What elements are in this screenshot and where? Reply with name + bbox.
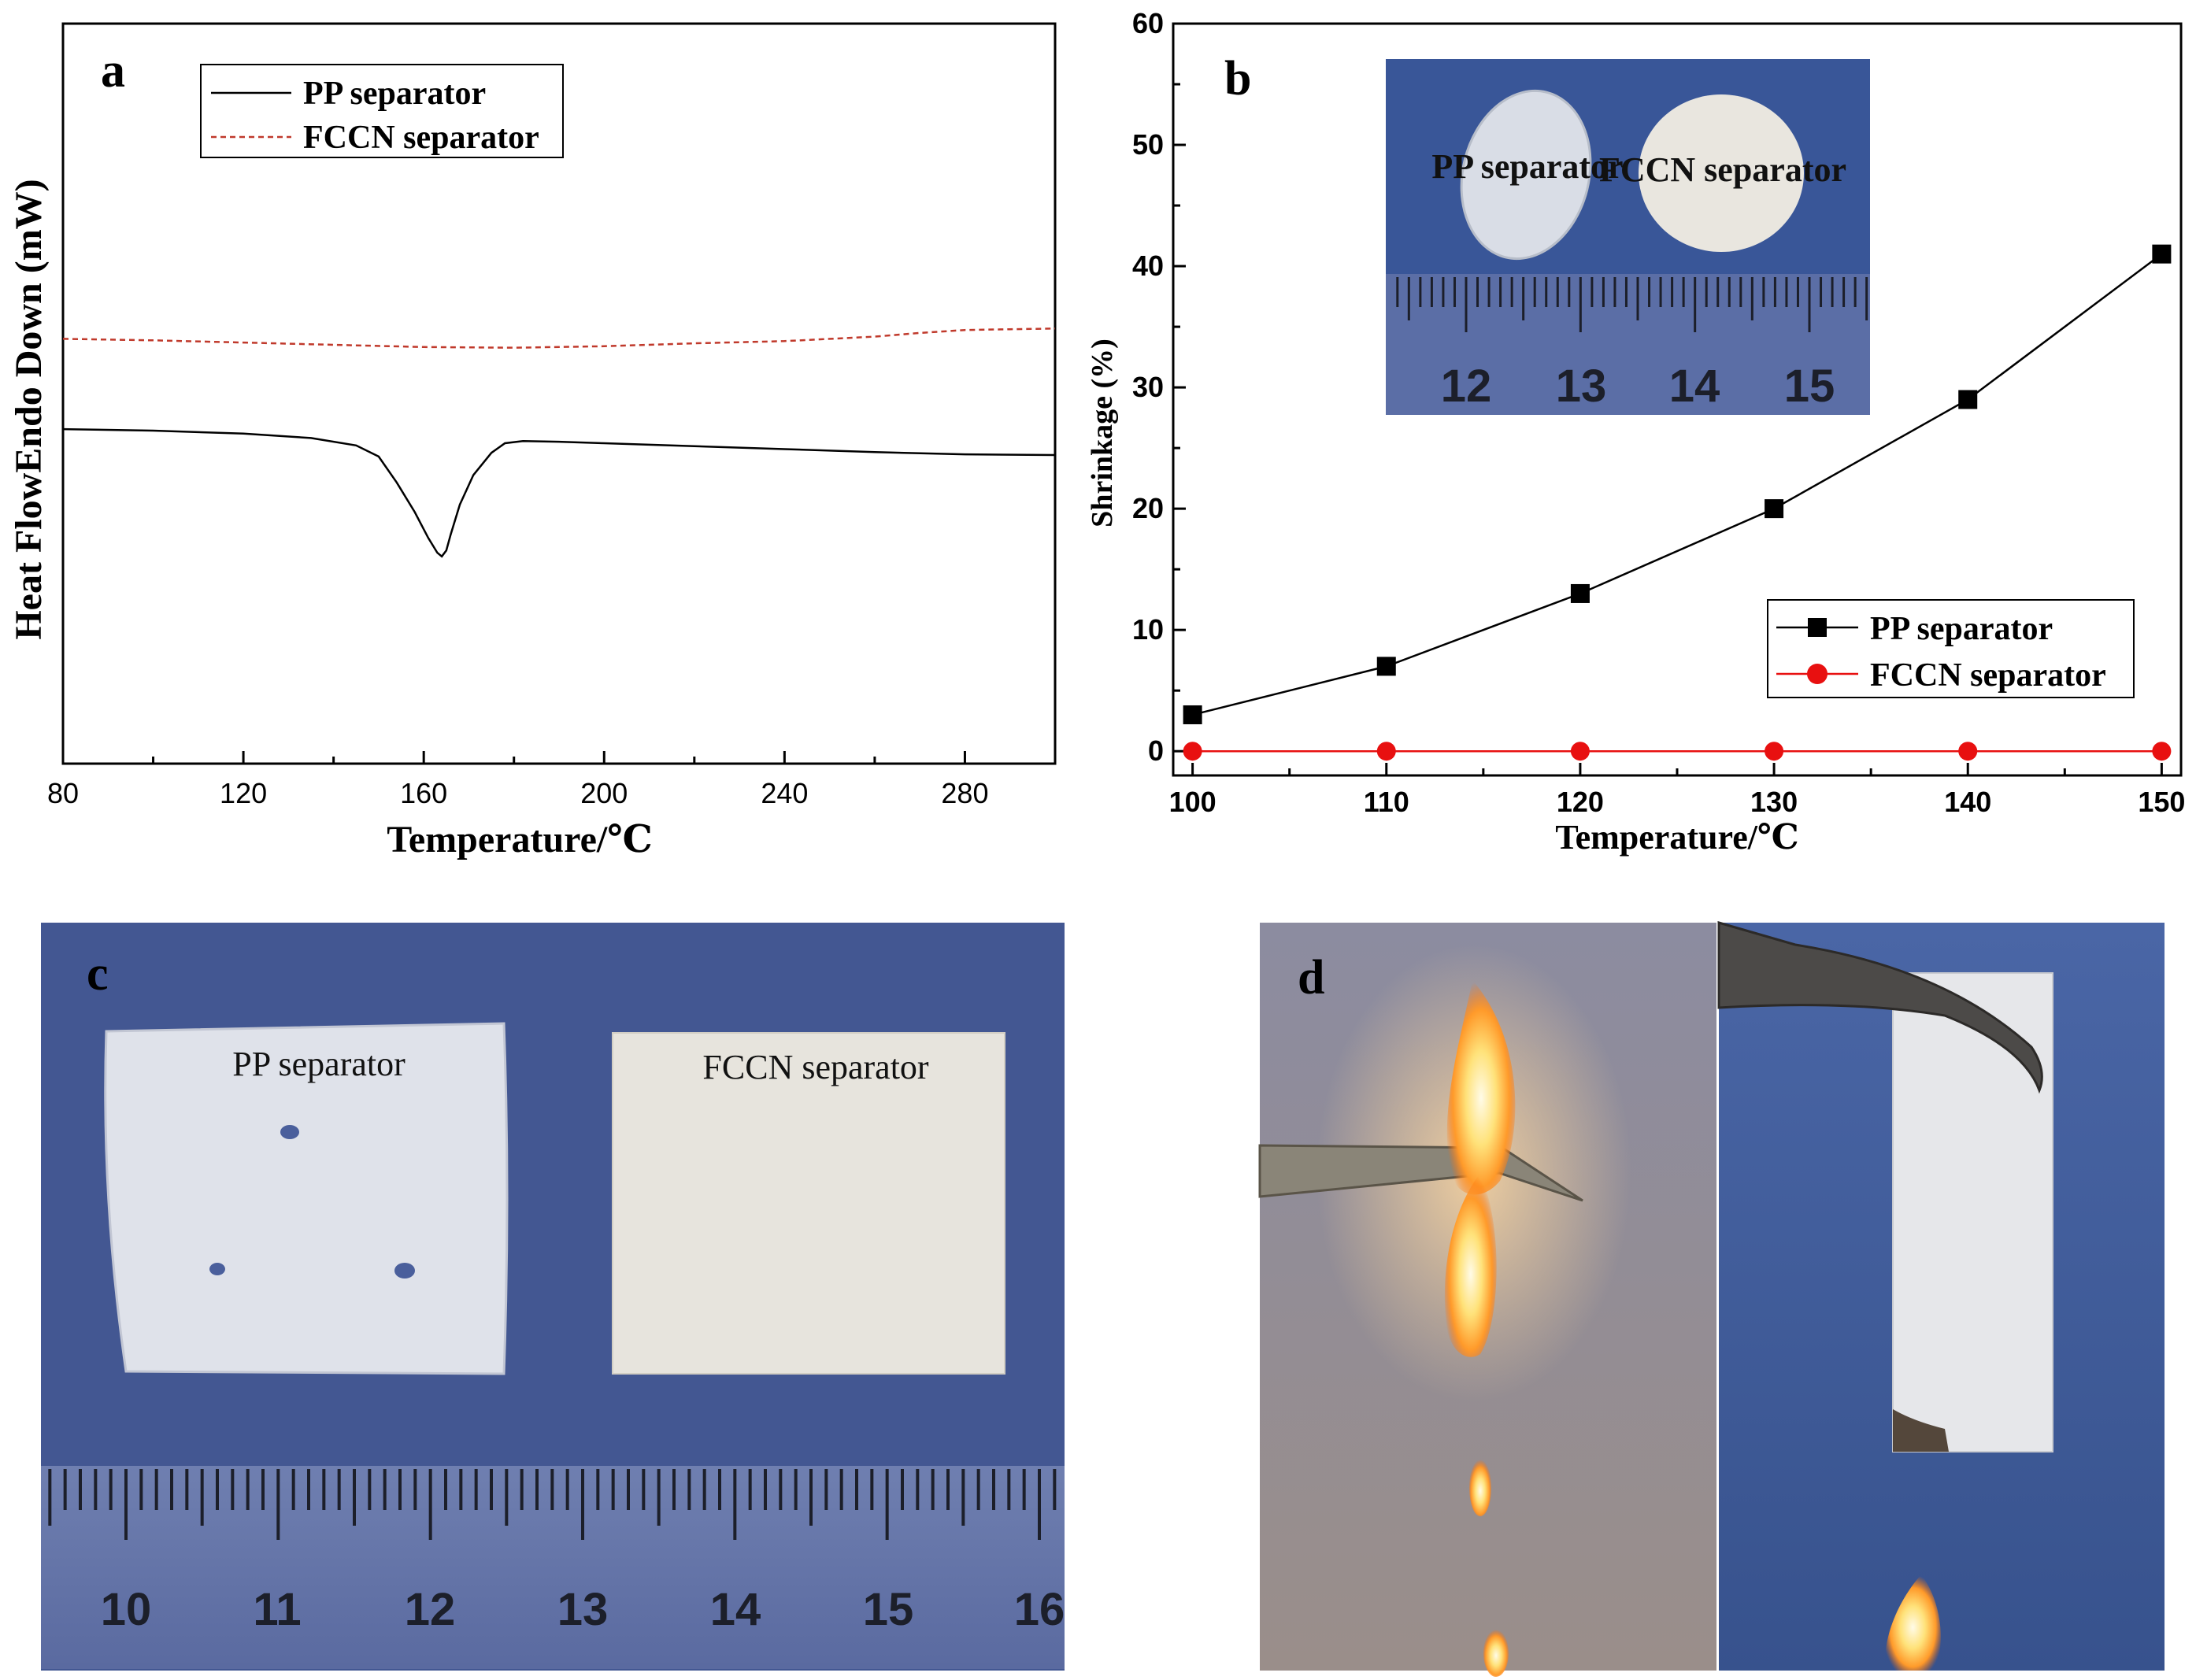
fccn-separator-sheet bbox=[612, 1032, 1005, 1375]
ruler-num-15: 15 bbox=[863, 1584, 914, 1635]
drip-flame-1 bbox=[1469, 1460, 1491, 1516]
drip-flame-2 bbox=[1483, 1630, 1509, 1677]
panel-b: b 100 110 120 130 140 150 0 10 20 30 40 50 60 Tempe… bbox=[1086, 7, 2185, 857]
data-point-pp-b bbox=[1765, 499, 1784, 519]
ruler-num-16: 16 bbox=[1014, 1584, 1065, 1635]
panel-letter-a: a bbox=[101, 44, 125, 98]
pp-separator-sheet bbox=[104, 1022, 509, 1375]
ruler-num-14: 14 bbox=[710, 1584, 761, 1635]
data-point-fccn-b bbox=[1376, 742, 1396, 761]
series-b bbox=[1183, 244, 2172, 761]
y-tick-label-b: 50 bbox=[1132, 128, 1164, 161]
panel-letter-d: d bbox=[1298, 951, 1324, 1005]
x-tick-label-b: 120 bbox=[1557, 786, 1604, 818]
ruler-num-10: 10 bbox=[101, 1584, 152, 1635]
legend-label-fccn-a: FCCN separator bbox=[303, 120, 539, 156]
legend-marker-fccn-b bbox=[1807, 664, 1828, 684]
x-axis-b: 100 110 120 130 140 150 bbox=[1169, 763, 2185, 818]
x-tick-label-a: 160 bbox=[400, 777, 447, 809]
series-line-pp-b bbox=[1192, 253, 2163, 716]
fccn-strip-scorch bbox=[1893, 1409, 1949, 1452]
x-axis-title-a: Temperature/℃ bbox=[387, 819, 652, 860]
inset-ruler-num-15: 15 bbox=[1784, 361, 1835, 412]
data-point-pp-b bbox=[2152, 244, 2172, 264]
data-point-pp-b bbox=[1958, 390, 1978, 409]
inset-ruler-num-14: 14 bbox=[1669, 361, 1720, 412]
legend-b: PP separator FCCN separator bbox=[1767, 599, 2135, 698]
y-tick-label-b: 60 bbox=[1132, 7, 1164, 39]
data-point-pp-b bbox=[1376, 657, 1396, 676]
x-tick-label-a: 200 bbox=[580, 777, 628, 809]
flame-left-upper bbox=[1446, 980, 1516, 1195]
flame-left-lower bbox=[1444, 1173, 1497, 1357]
legend-box-b bbox=[1767, 599, 2135, 698]
ruler-num-11: 11 bbox=[253, 1584, 301, 1635]
panel-a: a 80 120 160 200 240 280 Temperature/℃ Heat F… bbox=[8, 22, 1057, 860]
legend-label-pp-b: PP separator bbox=[1870, 611, 2053, 647]
legend-box-a bbox=[200, 64, 564, 158]
inset-pp-disc bbox=[1460, 89, 1592, 261]
data-point-fccn-b bbox=[1765, 742, 1784, 761]
panel-letter-b: b bbox=[1224, 52, 1251, 105]
y-axis-title-b: Shrinkage (%) bbox=[1086, 339, 1119, 527]
y-tick-label-b: 20 bbox=[1132, 492, 1164, 524]
data-point-pp-b bbox=[1183, 705, 1202, 724]
legend-a: PP separator FCCN separator bbox=[200, 64, 564, 158]
inset-ruler-num-12: 12 bbox=[1441, 361, 1492, 412]
y-tick-label-b: 0 bbox=[1148, 735, 1164, 767]
pp-separator-label: PP separator bbox=[232, 1045, 406, 1083]
data-point-pp-b bbox=[1570, 583, 1590, 603]
x-tick-label-a: 80 bbox=[47, 777, 79, 809]
x-tick-label-b: 140 bbox=[1944, 786, 1991, 818]
pp-hole-2 bbox=[209, 1263, 225, 1275]
x-tick-label-b: 150 bbox=[2138, 786, 2185, 818]
pp-hole-3 bbox=[394, 1263, 415, 1279]
pp-hole-1 bbox=[280, 1125, 299, 1139]
data-point-fccn-b bbox=[1570, 742, 1590, 761]
ruler-num-12: 12 bbox=[405, 1584, 456, 1635]
y-tick-label-b: 10 bbox=[1132, 613, 1164, 646]
flame-right bbox=[1885, 1575, 1941, 1671]
y-axis-title-a: Heat FlowEndo Down (mW) bbox=[8, 179, 50, 639]
x-tick-label-b: 100 bbox=[1169, 786, 1217, 818]
x-tick-label-b: 130 bbox=[1750, 786, 1798, 818]
fccn-separator-label: FCCN separator bbox=[702, 1048, 929, 1086]
series-lines-a bbox=[62, 327, 1056, 558]
panel-c-photo: c PP separator FCCN separator 10 11 12 1… bbox=[41, 923, 1065, 1671]
panel-letter-c: c bbox=[87, 947, 109, 1001]
legend-label-fccn-b: FCCN separator bbox=[1870, 657, 2106, 694]
panel-d-photo: d bbox=[1258, 921, 2165, 1677]
x-axis-title-b: Temperature/℃ bbox=[1555, 818, 1798, 857]
photo-c-ruler-numbers: 10 11 12 13 14 15 16 bbox=[101, 1584, 1065, 1635]
series-line-fccn-a bbox=[62, 327, 1056, 349]
ruler-num-13: 13 bbox=[557, 1584, 609, 1635]
plot-frame-a bbox=[61, 22, 1057, 765]
legend-label-pp-a: PP separator bbox=[303, 76, 486, 112]
x-tick-label-b: 110 bbox=[1364, 786, 1409, 818]
data-point-fccn-b bbox=[1183, 742, 1202, 761]
inset-pp-label: PP separator bbox=[1431, 147, 1623, 186]
x-axis-a: 80 120 160 200 240 280 bbox=[47, 751, 1057, 809]
y-tick-label-b: 40 bbox=[1132, 250, 1164, 282]
y-tick-label-b: 30 bbox=[1132, 371, 1164, 403]
inset-ruler-num-13: 13 bbox=[1556, 361, 1607, 412]
inset-ruler-ticks bbox=[1396, 277, 1868, 332]
x-tick-label-a: 120 bbox=[220, 777, 267, 809]
inset-fccn-label: FCCN separator bbox=[1599, 150, 1846, 189]
photo-c-ruler-ticks bbox=[48, 1469, 1057, 1540]
tweezer-right bbox=[1717, 921, 2043, 1094]
inset-photo-b: PP separator FCCN separator 12 13 14 15 bbox=[1386, 59, 1870, 415]
legend-marker-pp-b bbox=[1808, 618, 1827, 637]
series-line-pp-a bbox=[62, 427, 1056, 558]
inset-fccn-disc bbox=[1639, 94, 1804, 252]
y-axis-b: 0 10 20 30 40 50 60 bbox=[1132, 7, 1186, 767]
data-point-fccn-b bbox=[2152, 742, 2172, 761]
x-tick-label-a: 280 bbox=[941, 777, 988, 809]
data-point-fccn-b bbox=[1958, 742, 1978, 761]
x-tick-label-a: 240 bbox=[761, 777, 808, 809]
